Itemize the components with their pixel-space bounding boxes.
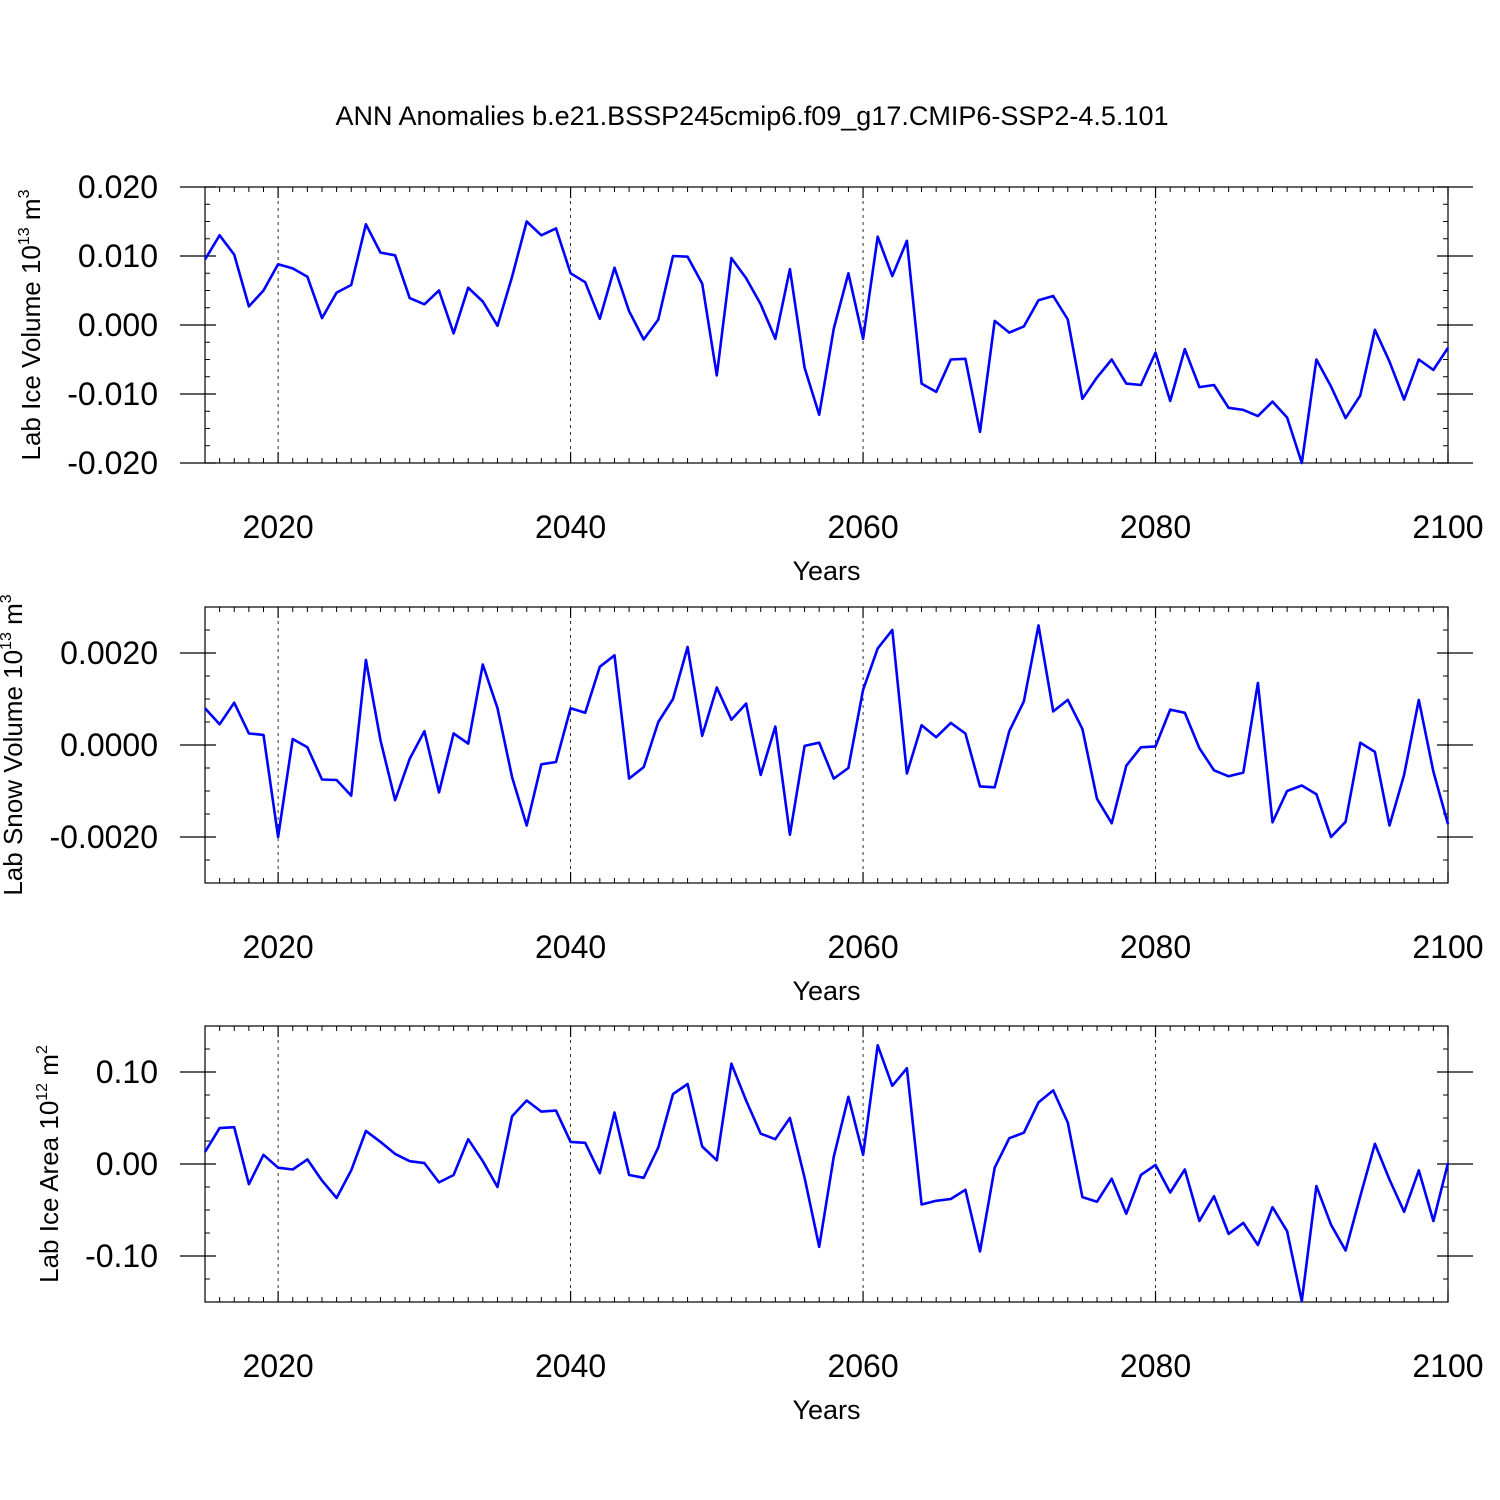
x-tick-label: 2080 <box>1120 929 1191 965</box>
x-tick-label: 2060 <box>827 509 898 545</box>
x-tick-label: 2060 <box>827 929 898 965</box>
plot-frame <box>204 606 1449 884</box>
x-tick-label: 2020 <box>243 509 314 545</box>
y-tick-label: 0.010 <box>78 238 158 274</box>
series-line <box>203 220 1450 465</box>
y-tick-label: -0.0020 <box>49 819 158 855</box>
y-tick-label: 0.0020 <box>60 635 158 671</box>
x-axis-title: Years <box>792 976 860 1006</box>
x-tick-label: 2100 <box>1412 509 1483 545</box>
chart-panel-1: 2020 2040 2060 2080 2100 -0.020 -0.010 0.000 0.0… <box>16 169 1484 586</box>
y-axis-title: Lab Ice Volume 1013 m3 <box>16 189 46 460</box>
y-tick-label: 0.00 <box>96 1146 158 1182</box>
x-axis-title: Years <box>792 556 860 586</box>
y-tick-label: 0.0000 <box>60 727 158 763</box>
y-axis-title: Lab Snow Volume 1013 m3 <box>0 594 28 895</box>
y-tick-label: -0.10 <box>85 1238 158 1274</box>
x-tick-label: 2100 <box>1412 1348 1483 1384</box>
x-tick-label: 2020 <box>243 1348 314 1384</box>
series-line <box>203 1044 1450 1303</box>
plot-frame <box>204 186 1449 464</box>
series-line <box>204 624 1450 839</box>
x-tick-label: 2040 <box>535 929 606 965</box>
y-tick-label: 0.020 <box>78 169 158 205</box>
plot-frame <box>204 1025 1449 1303</box>
y-tick-label: -0.020 <box>67 445 158 481</box>
x-tick-label: 2020 <box>243 929 314 965</box>
x-tick-label: 2060 <box>827 1348 898 1384</box>
y-tick-label: -0.010 <box>67 376 158 412</box>
x-tick-label: 2040 <box>535 509 606 545</box>
x-tick-label: 2040 <box>535 1348 606 1384</box>
x-axis-title: Years <box>792 1395 860 1425</box>
y-tick-label: 0.10 <box>96 1054 158 1090</box>
x-tick-label: 2100 <box>1412 929 1483 965</box>
chart-panel-3: 2020 2040 2060 2080 2100 -0.10 0.00 0.10 Years La… <box>34 1025 1484 1425</box>
x-tick-label: 2080 <box>1120 509 1191 545</box>
chart-panel-2: 2020 2040 2060 2080 2100 -0.0020 0.0000 0.0020 Y… <box>0 594 1484 1006</box>
y-tick-label: 0.000 <box>78 307 158 343</box>
y-axis-title: Lab Ice Area 1012 m2 <box>34 1045 64 1283</box>
x-tick-label: 2080 <box>1120 1348 1191 1384</box>
figure-title: ANN Anomalies b.e21.BSSP245cmip6.f09_g17… <box>336 101 1169 131</box>
